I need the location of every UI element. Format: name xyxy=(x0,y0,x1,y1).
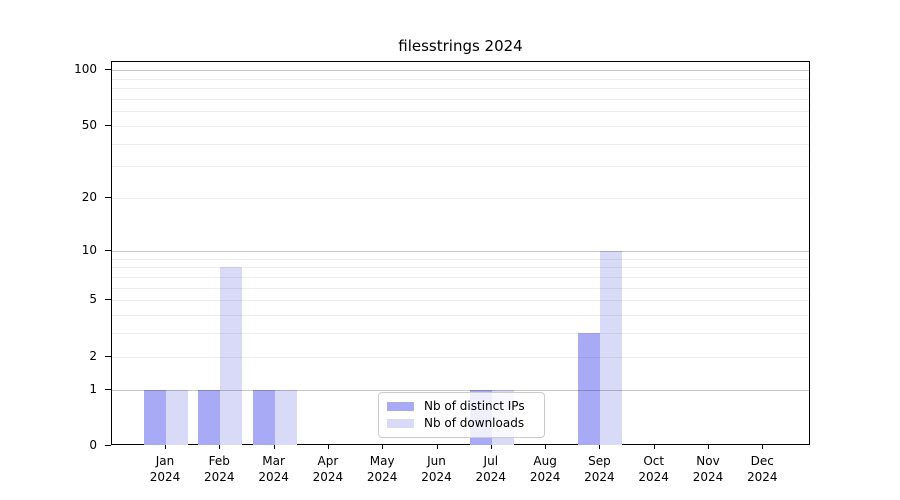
gridline-minor-40 xyxy=(112,143,809,145)
gridline-minor-2 xyxy=(112,356,809,358)
x-axis-tick-jul xyxy=(490,445,492,449)
gridline-minor-60 xyxy=(112,111,809,113)
x-axis-tick-label-jun: Jun 2024 xyxy=(421,454,452,484)
y-axis-tick-label-2: 2 xyxy=(89,348,97,363)
legend-label-downloads: Nb of downloads xyxy=(424,416,525,430)
legend: Nb of distinct IPs Nb of downloads xyxy=(378,392,545,438)
y-axis-tick-label-100: 100 xyxy=(74,62,97,77)
x-axis-tick-label-feb: Feb 2024 xyxy=(204,454,235,484)
y-axis-tick-label-0: 0 xyxy=(89,438,97,452)
legend-swatch-distinct-ips xyxy=(387,402,414,411)
x-axis-tick-may xyxy=(382,445,384,449)
legend-entry-distinct-ips: Nb of distinct IPs xyxy=(387,399,536,414)
gridline-major-10 xyxy=(112,250,809,252)
x-axis-tick-label-apr: Apr 2024 xyxy=(312,454,344,484)
x-axis-tick-label-mar: Mar 2024 xyxy=(258,454,289,484)
y-axis-tick-label-1: 1 xyxy=(89,381,97,396)
bar-downloads-sep xyxy=(600,250,623,445)
x-axis-tick-jun xyxy=(436,445,438,449)
gridline-minor-90 xyxy=(112,78,809,80)
y-axis-tick-100 xyxy=(105,69,111,71)
y-axis-tick-0 xyxy=(105,445,111,446)
gridline-minor-50 xyxy=(112,125,809,127)
x-axis-tick-label-nov: Nov 2024 xyxy=(692,454,724,484)
y-axis-tick-label-50: 50 xyxy=(81,117,97,132)
x-axis-tick-jan xyxy=(165,445,166,449)
y-axis-tick-10 xyxy=(105,249,111,251)
x-axis-tick-sep xyxy=(599,445,601,449)
bar-downloads-jan xyxy=(166,389,188,445)
x-axis-tick-label-dec: Dec 2024 xyxy=(747,454,778,484)
y-axis-tick-2 xyxy=(105,355,111,357)
bar-distinct-ips-mar xyxy=(252,389,275,445)
y-axis-tick-label-20: 20 xyxy=(81,190,97,205)
x-axis-tick-label-jan: Jan 2024 xyxy=(149,454,181,484)
y-axis-tick-label-10: 10 xyxy=(81,242,97,257)
y-axis-tick-5 xyxy=(105,299,111,301)
x-axis-tick-aug xyxy=(545,445,547,449)
gridline-minor-3 xyxy=(112,333,809,335)
gridline-major-1 xyxy=(112,389,809,391)
x-axis-tick-mar xyxy=(273,445,275,449)
gridline-minor-80 xyxy=(112,88,809,90)
gridline-minor-8 xyxy=(112,267,809,269)
bar-distinct-ips-sep xyxy=(578,333,601,445)
legend-swatch-downloads xyxy=(387,419,414,428)
x-axis-tick-label-jul: Jul 2024 xyxy=(475,454,507,484)
legend-entry-downloads: Nb of downloads xyxy=(387,416,536,431)
chart-title: filesstrings 2024 xyxy=(398,37,523,55)
gridline-minor-20 xyxy=(112,198,809,200)
x-axis-tick-label-sep: Sep 2024 xyxy=(584,454,615,484)
y-axis-tick-20 xyxy=(105,197,111,199)
y-axis-tick-label-5: 5 xyxy=(89,292,97,307)
x-axis-tick-oct xyxy=(653,445,655,449)
x-axis-tick-nov xyxy=(708,445,709,449)
gridline-minor-6 xyxy=(112,287,809,289)
x-axis-tick-apr xyxy=(327,445,329,449)
legend-label-distinct-ips: Nb of distinct IPs xyxy=(424,399,525,413)
plot-area xyxy=(111,61,810,445)
bar-distinct-ips-feb xyxy=(198,389,221,445)
bar-downloads-feb xyxy=(220,267,243,445)
gridline-minor-7 xyxy=(112,276,809,278)
gridline-minor-5 xyxy=(112,300,809,302)
gridline-minor-30 xyxy=(112,166,809,168)
bar-distinct-ips-jan xyxy=(144,389,166,445)
y-axis-tick-50 xyxy=(105,124,111,126)
gridline-minor-4 xyxy=(112,314,809,316)
x-axis-tick-label-may: May 2024 xyxy=(366,454,398,484)
gridline-minor-9 xyxy=(112,258,809,260)
y-axis-tick-1 xyxy=(105,388,111,390)
x-axis-tick-dec xyxy=(762,445,764,449)
x-axis-tick-feb xyxy=(219,445,221,449)
gridline-major-100 xyxy=(112,70,809,72)
x-axis-tick-label-aug: Aug 2024 xyxy=(529,454,561,484)
gridline-minor-70 xyxy=(112,98,809,100)
x-axis-tick-label-oct: Oct 2024 xyxy=(638,454,669,484)
bar-downloads-mar xyxy=(274,389,297,445)
